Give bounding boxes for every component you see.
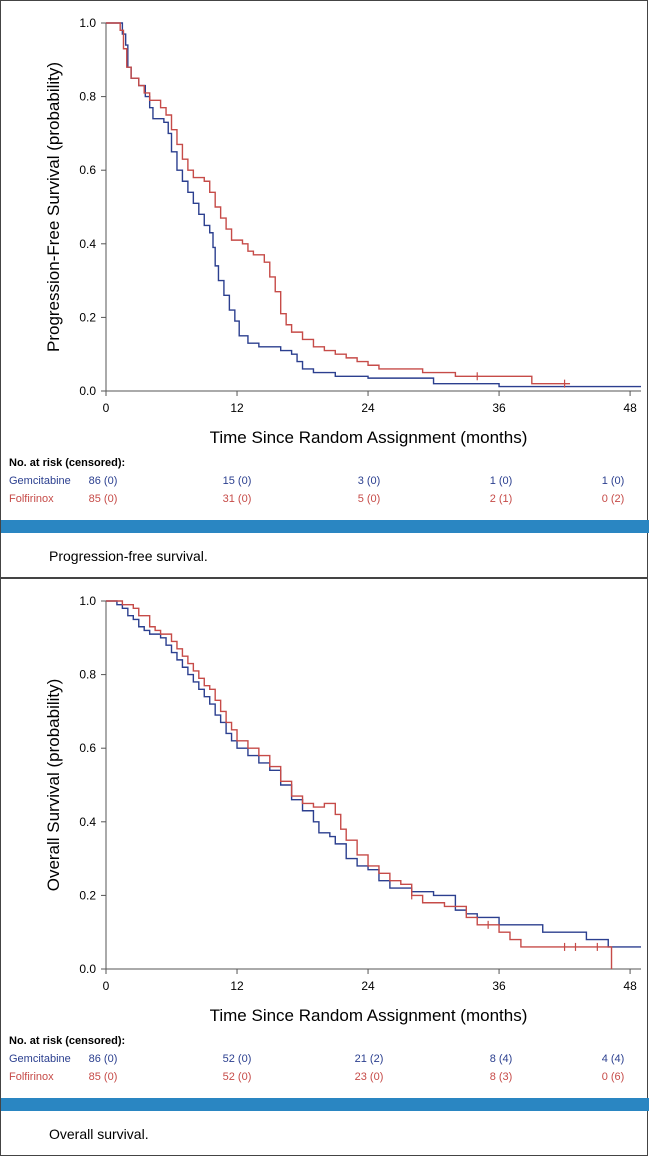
risk-cell: 23 (0) [354,1071,384,1083]
risk-cell: 0 (2) [601,493,625,505]
risk-cell: 4 (4) [601,1053,625,1065]
risk-cell: 0 (6) [601,1071,625,1083]
y-tick-label: 0.6 [79,741,96,755]
risk-row-folfirinox: Folfirinox 85 (0) 31 (0) 5 (0) 2 (1) 0 (… [1,493,649,509]
risk-cell: 21 (2) [354,1053,384,1065]
risk-cell: 52 (0) [222,1071,252,1083]
risk-table-title: No. at risk (censored): [9,457,126,469]
series-line-gemcitabine [106,600,641,948]
risk-row-folfirinox: Folfirinox 85 (0) 52 (0) 23 (0) 8 (3) 0 … [1,1071,649,1087]
y-tick-label: 0.4 [79,237,96,251]
risk-cell: 31 (0) [222,493,252,505]
y-tick-label: 0.0 [79,962,96,976]
blue-divider-band [1,1098,649,1111]
risk-cell: 5 (0) [357,493,381,505]
risk-cell: 85 (0) [88,1071,118,1083]
x-tick-label: 48 [623,979,637,993]
x-tick-label: 12 [230,979,244,993]
risk-cell: 15 (0) [222,475,252,487]
risk-cell: 2 (1) [489,493,513,505]
risk-cell: 86 (0) [88,475,118,487]
risk-cell: 52 (0) [222,1053,252,1065]
risk-cell: 85 (0) [88,493,118,505]
figure-caption: Overall survival. [49,1126,149,1142]
y-tick-label: 1.0 [79,16,96,30]
risk-cell: 1 (0) [489,475,513,487]
risk-cell: 8 (4) [489,1053,513,1065]
x-tick-label: 0 [103,401,110,415]
risk-cell: 8 (3) [489,1071,513,1083]
y-tick-label: 0.8 [79,90,96,104]
risk-cell: 1 (0) [601,475,625,487]
risk-cell: 3 (0) [357,475,381,487]
os-chart-svg: 0.0 0.2 0.4 0.6 0.8 1.0 0 12 24 36 48 Time Since Ra… [44,594,641,1025]
risk-row-label: Folfirinox [9,1071,54,1083]
y-tick-label: 0.8 [79,668,96,682]
pfs-chart-svg: 0.0 0.2 0.4 0.6 0.8 1.0 0 12 24 36 48 Time Since Ra… [44,16,641,447]
x-tick-label: 36 [492,979,506,993]
x-tick-label: 12 [230,401,244,415]
y-tick-label: 0.6 [79,163,96,177]
y-axis-label: Overall Survival (probability) [44,679,63,892]
chart-panel-os: 0.0 0.2 0.4 0.6 0.8 1.0 0 12 24 36 48 Time Since Ra… [0,578,649,1156]
x-tick-label: 24 [361,979,375,993]
blue-divider-band [1,520,649,533]
y-tick-label: 0.2 [79,888,96,902]
series-line-folfirinox [106,22,571,385]
y-axis-label: Progression-Free Survival (probability) [44,62,63,352]
x-axis-label: Time Since Random Assignment (months) [210,428,528,447]
y-tick-label: 0.2 [79,310,96,324]
x-tick-label: 0 [103,979,110,993]
chart-panel-pfs: 0.0 0.2 0.4 0.6 0.8 1.0 0 12 24 36 48 Time Since Ra… [0,0,649,578]
y-tick-label: 0.4 [79,815,96,829]
risk-row-label: Gemcitabine [9,1053,71,1065]
risk-row-label: Folfirinox [9,493,54,505]
x-tick-label: 36 [492,401,506,415]
series-line-gemcitabine [106,22,641,388]
x-axis-label: Time Since Random Assignment (months) [210,1006,528,1025]
risk-table-title: No. at risk (censored): [9,1035,126,1047]
y-tick-label: 0.0 [79,384,96,398]
x-tick-label: 48 [623,401,637,415]
risk-cell: 86 (0) [88,1053,118,1065]
y-tick-label: 1.0 [79,594,96,608]
risk-row-label: Gemcitabine [9,475,71,487]
risk-row-gemcitabine: Gemcitabine 86 (0) 15 (0) 3 (0) 1 (0) 1 … [1,475,649,491]
series-line-folfirinox [106,600,613,969]
risk-row-gemcitabine: Gemcitabine 86 (0) 52 (0) 21 (2) 8 (4) 4… [1,1053,649,1069]
figure-caption: Progression-free survival. [49,548,208,564]
x-tick-label: 24 [361,401,375,415]
